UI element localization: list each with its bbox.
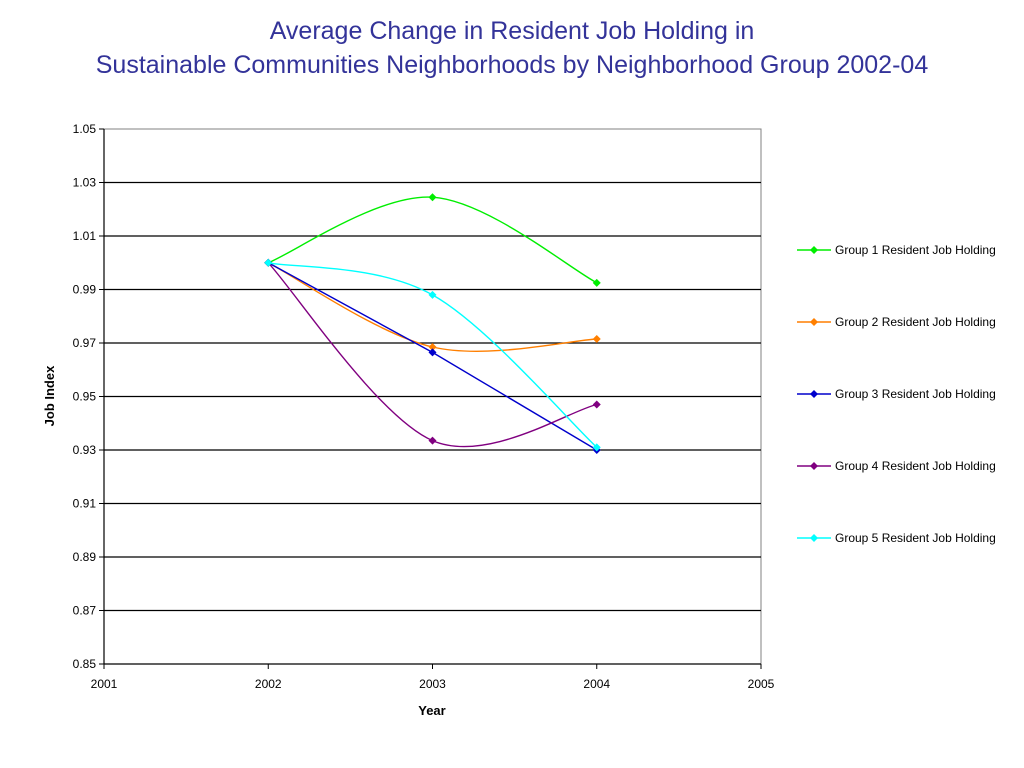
y-tick-label: 0.85	[73, 657, 97, 671]
x-tick-label: 2004	[583, 677, 610, 691]
x-tick-label: 2003	[419, 677, 446, 691]
data-point-group-3	[428, 348, 437, 357]
legend-marker-group-2	[810, 318, 818, 326]
x-axis-ticks: 2001 2002 2003 2004 2005	[91, 664, 775, 691]
legend-label-group-4: Group 4 Resident Job Holding	[835, 459, 996, 473]
y-tick-label: 0.89	[73, 550, 97, 564]
legend: Group 1 Resident Job Holding Group 2 Resi…	[797, 243, 996, 545]
legend-marker-group-4	[810, 462, 818, 470]
data-point-group-5	[428, 290, 437, 299]
chart-title-line-2: Sustainable Communities Neighborhoods by…	[95, 51, 929, 79]
y-axis-title: Job Index	[42, 365, 57, 426]
y-tick-label: 0.93	[73, 443, 97, 457]
gridlines	[104, 181, 761, 612]
data-point-group-5	[264, 258, 273, 267]
data-point-group-4	[592, 400, 601, 409]
legend-label-group-1: Group 1 Resident Job Holding	[835, 243, 996, 257]
y-tick-label: 0.95	[73, 390, 97, 404]
chart-title-line-1: Average Change in Resident Job Holding i…	[269, 17, 755, 45]
legend-marker-group-5	[810, 534, 818, 542]
y-tick-label: 0.97	[73, 336, 97, 350]
legend-label-group-5: Group 5 Resident Job Holding	[835, 531, 996, 545]
x-axis-title: Year	[418, 703, 445, 718]
y-tick-label: 1.01	[73, 229, 97, 243]
chart-title: Average Change in Resident Job Holding i…	[0, 14, 1024, 82]
data-point-group-4	[428, 436, 437, 445]
data-point-group-2	[428, 343, 437, 352]
y-tick-label: 0.87	[73, 604, 97, 618]
legend-marker-group-1	[810, 246, 818, 254]
legend-label-group-3: Group 3 Resident Job Holding	[835, 387, 996, 401]
series-group	[264, 193, 601, 454]
x-tick-label: 2001	[91, 677, 118, 691]
data-point-group-5	[592, 443, 601, 452]
data-point-group-1	[428, 193, 437, 202]
legend-marker-group-3	[810, 390, 818, 398]
data-point-group-2	[592, 334, 601, 343]
y-tick-label: 0.99	[73, 283, 97, 297]
y-tick-label: 0.91	[73, 497, 97, 511]
y-axis-ticks: 1.05 1.03 1.01 0.99 0.97 0.95 0.93 0.91 0.89 0.87…	[73, 122, 761, 671]
legend-label-group-2: Group 2 Resident Job Holding	[835, 315, 996, 329]
y-tick-label: 1.05	[73, 122, 97, 136]
data-point-group-1	[592, 278, 601, 287]
x-tick-label: 2005	[748, 677, 775, 691]
y-tick-label: 1.03	[73, 176, 97, 190]
x-tick-label: 2002	[255, 677, 282, 691]
